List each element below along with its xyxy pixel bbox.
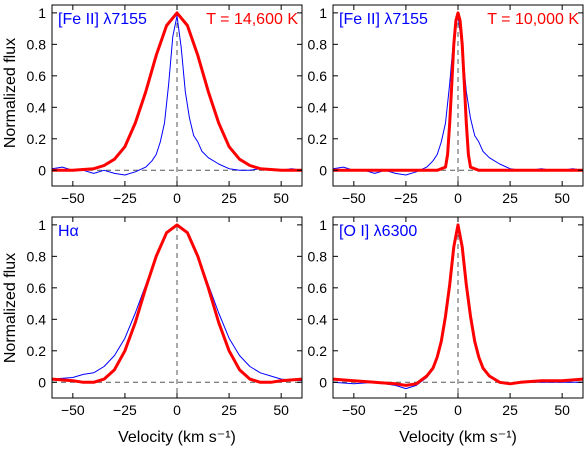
- panel-top-left-observed-line: [52, 15, 302, 176]
- panel-bottom-right-ytick-label: 0.2: [308, 343, 328, 359]
- panel-top-left-ytick-label: 0.6: [27, 68, 47, 84]
- panel-bottom-left-ytick-label: 1: [38, 217, 46, 233]
- panel-top-left-ytick-label: 0.4: [27, 99, 47, 115]
- panel-top-right-line-label: [Fe II] λ7155: [339, 11, 428, 28]
- panel-top-left-ytick-label: 0: [38, 162, 46, 178]
- panel-bottom-right-ytick-label: 0.4: [308, 311, 328, 327]
- panel-top-left-temperature-label: T = 14,600 K: [206, 11, 298, 28]
- panel-bottom-right-ytick-label: 0.6: [308, 280, 328, 296]
- panel-bottom-right-ytick-label: 0.8: [308, 248, 328, 264]
- panel-top-right-ytick-label: 0: [319, 162, 327, 178]
- panel-bottom-left-xtick-label: 25: [221, 402, 237, 418]
- ylabel-top: Normalized flux: [2, 38, 19, 148]
- panel-top-right-xtick-label: −50: [342, 190, 366, 206]
- panel-top-right-ytick-label: 0.2: [308, 131, 328, 147]
- panel-top-right-xtick-label: 0: [454, 190, 462, 206]
- panel-bottom-left-model-line: [52, 223, 302, 384]
- xlabel-right: Velocity (km s⁻¹): [399, 429, 517, 446]
- panel-top-left-model-line: [52, 11, 302, 172]
- panel-bottom-right-xtick-label: 25: [502, 402, 518, 418]
- ylabel-bottom: Normalized flux: [2, 253, 19, 363]
- panel-bottom-left-ytick-label: 0.8: [27, 248, 47, 264]
- panel-bottom-left-xtick-label: 50: [273, 402, 289, 418]
- panel-top-right-ytick-label: 0.4: [308, 99, 328, 115]
- panel-bottom-right-model-line: [333, 223, 583, 387]
- panel-bottom-right-line-label: [O I] λ6300: [339, 223, 417, 240]
- panel-top-left-xtick-label: 50: [273, 190, 289, 206]
- panel-bottom-right-xtick-label: 0: [454, 402, 462, 418]
- panel-bottom-right-ytick-label: 0: [319, 374, 327, 390]
- panel-top-right-model-line: [333, 11, 583, 172]
- panel-bottom-right-ytick-label: 1: [319, 217, 327, 233]
- panel-top-left-xtick-label: 0: [173, 190, 181, 206]
- panel-top-right-ytick-label: 1: [319, 5, 327, 21]
- panel-bottom-left-xtick-label: −50: [61, 402, 85, 418]
- panel-top-left-ytick-label: 1: [38, 5, 46, 21]
- panel-top-left-ytick-label: 0.2: [27, 131, 47, 147]
- panel-top-left-line-label: [Fe II] λ7155: [58, 11, 147, 28]
- panel-top-right-ytick-label: 0.6: [308, 68, 328, 84]
- panel-bottom-left-ytick-label: 0: [38, 374, 46, 390]
- panel-bottom-left-ytick-label: 0.4: [27, 311, 47, 327]
- panel-top-right-temperature-label: T = 10,000 K: [487, 11, 579, 28]
- panel-top-right-xtick-label: 50: [554, 190, 570, 206]
- xlabel-left: Velocity (km s⁻¹): [118, 429, 236, 446]
- panel-bottom-right-xtick-label: −50: [342, 402, 366, 418]
- panel-bottom-left-ytick-label: 0.2: [27, 343, 47, 359]
- panel-bottom-left-xtick-label: −25: [113, 402, 137, 418]
- panel-bottom-left-xtick-label: 0: [173, 402, 181, 418]
- panel-bottom-right-xtick-label: 50: [554, 402, 570, 418]
- panel-top-right-xtick-label: 25: [502, 190, 518, 206]
- panel-bottom-left-ytick-label: 0.6: [27, 280, 47, 296]
- panel-bottom-left-line-label: Hα: [58, 223, 79, 240]
- panel-top-left-xtick-label: −50: [61, 190, 85, 206]
- panel-top-right-xtick-label: −25: [394, 190, 418, 206]
- panel-top-left-xtick-label: 25: [221, 190, 237, 206]
- panel-top-right-ytick-label: 0.8: [308, 36, 328, 52]
- panel-top-left-xtick-label: −25: [113, 190, 137, 206]
- panel-top-left-ytick-label: 0.8: [27, 36, 47, 52]
- panel-bottom-right-xtick-label: −25: [394, 402, 418, 418]
